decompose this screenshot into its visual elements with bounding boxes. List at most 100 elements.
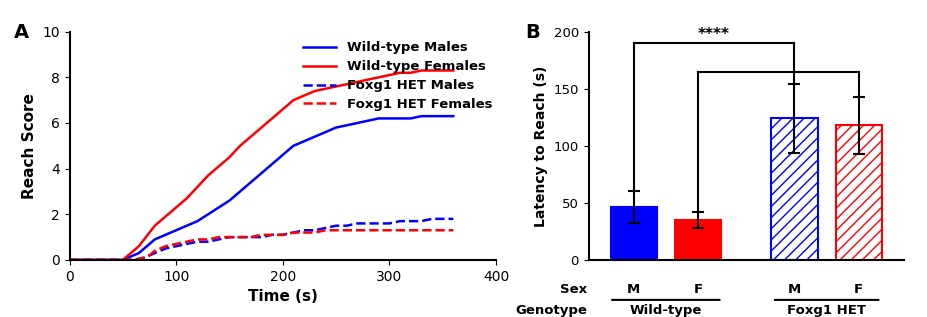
Text: Genotype: Genotype <box>515 304 588 317</box>
Foxg1 HET Females <box>352 228 363 232</box>
Foxg1 HET Females <box>330 228 341 232</box>
Wild-type Males <box>213 205 224 209</box>
Foxg1 HET Females <box>213 235 224 239</box>
Wild-type Females <box>133 244 145 248</box>
Wild-type Males <box>352 121 363 125</box>
Foxg1 HET Males <box>235 235 246 239</box>
Text: M: M <box>788 283 801 296</box>
Foxg1 HET Females <box>341 228 352 232</box>
Wild-type Males <box>298 139 310 143</box>
Wild-type Females <box>223 155 235 159</box>
Foxg1 HET Females <box>223 235 235 239</box>
Foxg1 HET Males <box>245 235 256 239</box>
Foxg1 HET Females <box>415 228 426 232</box>
Wild-type Males <box>373 117 384 120</box>
Wild-type Males <box>64 258 75 262</box>
Wild-type Females <box>122 254 133 257</box>
Wild-type Females <box>320 87 331 91</box>
Foxg1 HET Females <box>384 228 395 232</box>
Foxg1 HET Males <box>223 235 235 239</box>
Foxg1 HET Females <box>405 228 416 232</box>
Wild-type Males <box>330 126 341 129</box>
Foxg1 HET Females <box>267 233 278 237</box>
Wild-type Males <box>256 171 267 175</box>
Foxg1 HET Males <box>256 235 267 239</box>
Wild-type Females <box>213 165 224 168</box>
Foxg1 HET Females <box>171 242 182 246</box>
Wild-type Females <box>287 98 298 102</box>
Wild-type Females <box>405 71 416 75</box>
Wild-type Males <box>267 162 278 166</box>
Bar <box>611 207 657 260</box>
Wild-type Females <box>149 224 160 228</box>
Wild-type Females <box>448 68 459 72</box>
Line: Foxg1 HET Males: Foxg1 HET Males <box>70 219 453 260</box>
Foxg1 HET Females <box>64 258 75 262</box>
Wild-type Females <box>155 219 166 223</box>
Wild-type Females <box>181 197 193 200</box>
Foxg1 HET Males <box>373 222 384 225</box>
Wild-type Males <box>415 114 426 118</box>
Wild-type Males <box>341 123 352 127</box>
Wild-type Females <box>384 73 395 77</box>
Wild-type Males <box>310 135 321 139</box>
Wild-type Males <box>144 242 155 246</box>
Wild-type Females <box>202 174 213 178</box>
Wild-type Males <box>192 219 203 223</box>
Wild-type Males <box>155 235 166 239</box>
Wild-type Females <box>128 249 139 253</box>
Line: Wild-type Males: Wild-type Males <box>70 116 453 260</box>
Foxg1 HET Males <box>395 219 406 223</box>
Text: Foxg1 HET: Foxg1 HET <box>787 304 866 317</box>
Wild-type Males <box>287 144 298 148</box>
Wild-type Males <box>159 233 171 237</box>
X-axis label: Time (s): Time (s) <box>248 289 318 304</box>
Foxg1 HET Males <box>202 240 213 243</box>
Foxg1 HET Females <box>192 237 203 241</box>
Foxg1 HET Females <box>448 228 459 232</box>
Wild-type Females <box>144 231 155 235</box>
Wild-type Females <box>395 71 406 75</box>
Wild-type Females <box>256 126 267 129</box>
Foxg1 HET Females <box>320 228 331 232</box>
Wild-type Females <box>165 210 176 214</box>
Foxg1 HET Females <box>245 235 256 239</box>
Foxg1 HET Females <box>438 228 449 232</box>
Foxg1 HET Males <box>139 256 150 260</box>
Wild-type Females <box>267 117 278 120</box>
Wild-type Males <box>277 153 288 157</box>
Wild-type Females <box>298 94 310 98</box>
Wild-type Males <box>438 114 449 118</box>
Foxg1 HET Males <box>415 219 426 223</box>
Text: A: A <box>14 23 30 42</box>
Foxg1 HET Males <box>192 240 203 243</box>
Foxg1 HET Males <box>405 219 416 223</box>
Text: M: M <box>627 283 641 296</box>
Wild-type Females <box>310 89 321 93</box>
Wild-type Males <box>235 190 246 193</box>
Wild-type Males <box>448 114 459 118</box>
Foxg1 HET Males <box>64 258 75 262</box>
Foxg1 HET Males <box>149 251 160 255</box>
Foxg1 HET Males <box>352 222 363 225</box>
Wild-type Females <box>159 215 171 218</box>
Line: Wild-type Females: Wild-type Females <box>70 70 453 260</box>
Foxg1 HET Females <box>373 228 384 232</box>
Foxg1 HET Males <box>213 237 224 241</box>
Text: F: F <box>693 283 703 296</box>
Wild-type Females <box>171 205 182 209</box>
Wild-type Females <box>426 68 438 72</box>
Wild-type Females <box>373 75 384 79</box>
Foxg1 HET Males <box>181 242 193 246</box>
Text: ****: **** <box>698 27 730 42</box>
Bar <box>675 220 721 260</box>
Y-axis label: Reach Score: Reach Score <box>21 93 37 199</box>
Foxg1 HET Males <box>171 244 182 248</box>
Text: Wild-type: Wild-type <box>629 304 702 317</box>
Wild-type Males <box>122 256 133 260</box>
Wild-type Males <box>395 117 406 120</box>
Wild-type Males <box>362 119 374 123</box>
Wild-type Males <box>426 114 438 118</box>
Foxg1 HET Males <box>277 233 288 237</box>
Foxg1 HET Males <box>330 224 341 228</box>
